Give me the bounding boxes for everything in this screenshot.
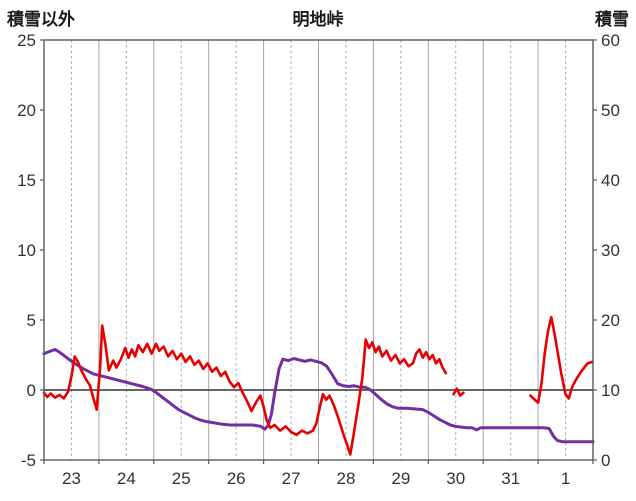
svg-text:23: 23 (62, 469, 81, 488)
svg-text:50: 50 (601, 101, 620, 120)
svg-text:60: 60 (601, 31, 620, 50)
svg-text:15: 15 (17, 171, 36, 190)
svg-text:25: 25 (17, 31, 36, 50)
svg-text:29: 29 (391, 469, 410, 488)
svg-text:27: 27 (282, 469, 301, 488)
svg-text:40: 40 (601, 171, 620, 190)
left-axis-title: 積雪以外 (7, 10, 75, 29)
svg-text:20: 20 (601, 311, 620, 330)
svg-text:0: 0 (27, 381, 36, 400)
svg-text:10: 10 (601, 381, 620, 400)
svg-text:30: 30 (601, 241, 620, 260)
svg-text:1: 1 (561, 469, 570, 488)
svg-text:10: 10 (17, 241, 36, 260)
svg-text:31: 31 (501, 469, 520, 488)
svg-text:0: 0 (601, 451, 610, 470)
svg-text:5: 5 (27, 311, 36, 330)
svg-text:30: 30 (446, 469, 465, 488)
svg-text:-5: -5 (21, 451, 36, 470)
svg-text:24: 24 (117, 469, 136, 488)
right-axis-title: 積雪 (595, 10, 629, 29)
svg-text:25: 25 (172, 469, 191, 488)
svg-text:26: 26 (227, 469, 246, 488)
chart-title: 明地峠 (292, 10, 344, 29)
svg-text:20: 20 (17, 101, 36, 120)
svg-text:28: 28 (336, 469, 355, 488)
